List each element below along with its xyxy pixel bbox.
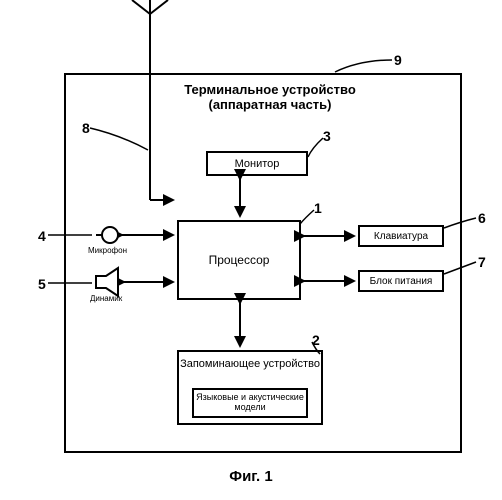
processor-label: Процессор xyxy=(209,253,270,267)
processor-box: Процессор xyxy=(177,220,301,300)
models-label: Языковые и акустические модели xyxy=(194,393,306,413)
num-power: 7 xyxy=(478,254,486,270)
mic-label-text: Микрофон xyxy=(88,246,127,255)
power-box: Блок питания xyxy=(358,270,444,292)
num-keyboard: 6 xyxy=(478,210,486,226)
num-speaker: 5 xyxy=(38,276,46,292)
monitor-box: Монитор xyxy=(206,151,308,176)
title-text: Терминальное устройство xyxy=(184,82,356,97)
keyboard-box: Клавиатура xyxy=(358,225,444,247)
speaker-label-text: Динамик xyxy=(90,294,122,303)
memory-label: Запоминающее устройство xyxy=(180,358,320,370)
speaker-text: Динамик xyxy=(90,294,122,303)
num-monitor: 3 xyxy=(323,128,331,144)
num-device: 9 xyxy=(394,52,402,68)
subtitle-text: (аппаратная часть) xyxy=(208,97,331,112)
models-box: Языковые и акустические модели xyxy=(192,388,308,418)
power-label: Блок питания xyxy=(370,276,433,287)
num-mic: 4 xyxy=(38,228,46,244)
figure-caption: Фиг. 1 xyxy=(0,468,502,485)
num-antenna: 8 xyxy=(82,120,90,136)
monitor-label: Монитор xyxy=(235,158,280,170)
keyboard-label: Клавиатура xyxy=(374,231,428,242)
num-processor: 1 xyxy=(314,200,322,216)
mic-text: Микрофон xyxy=(88,246,127,255)
device-title: Терминальное устройство (аппаратная част… xyxy=(160,82,380,112)
num-memory: 2 xyxy=(312,332,320,348)
